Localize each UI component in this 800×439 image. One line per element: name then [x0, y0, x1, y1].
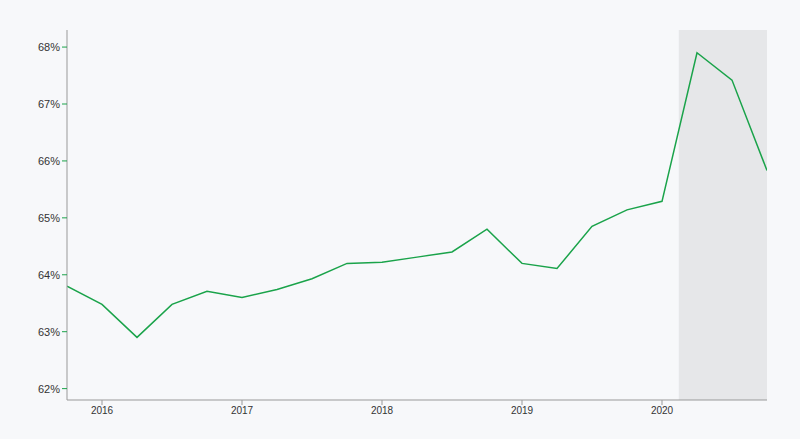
svg-text:2019: 2019: [511, 405, 534, 416]
svg-text:2016: 2016: [91, 405, 114, 416]
svg-text:65%: 65%: [38, 212, 60, 224]
svg-text:62%: 62%: [38, 383, 60, 395]
svg-text:63%: 63%: [38, 326, 60, 338]
svg-text:68%: 68%: [38, 41, 60, 53]
svg-text:64%: 64%: [38, 269, 60, 281]
svg-text:67%: 67%: [38, 98, 60, 110]
svg-text:66%: 66%: [38, 155, 60, 167]
svg-text:2017: 2017: [231, 405, 254, 416]
svg-text:2020: 2020: [651, 405, 674, 416]
svg-text:2018: 2018: [371, 405, 394, 416]
